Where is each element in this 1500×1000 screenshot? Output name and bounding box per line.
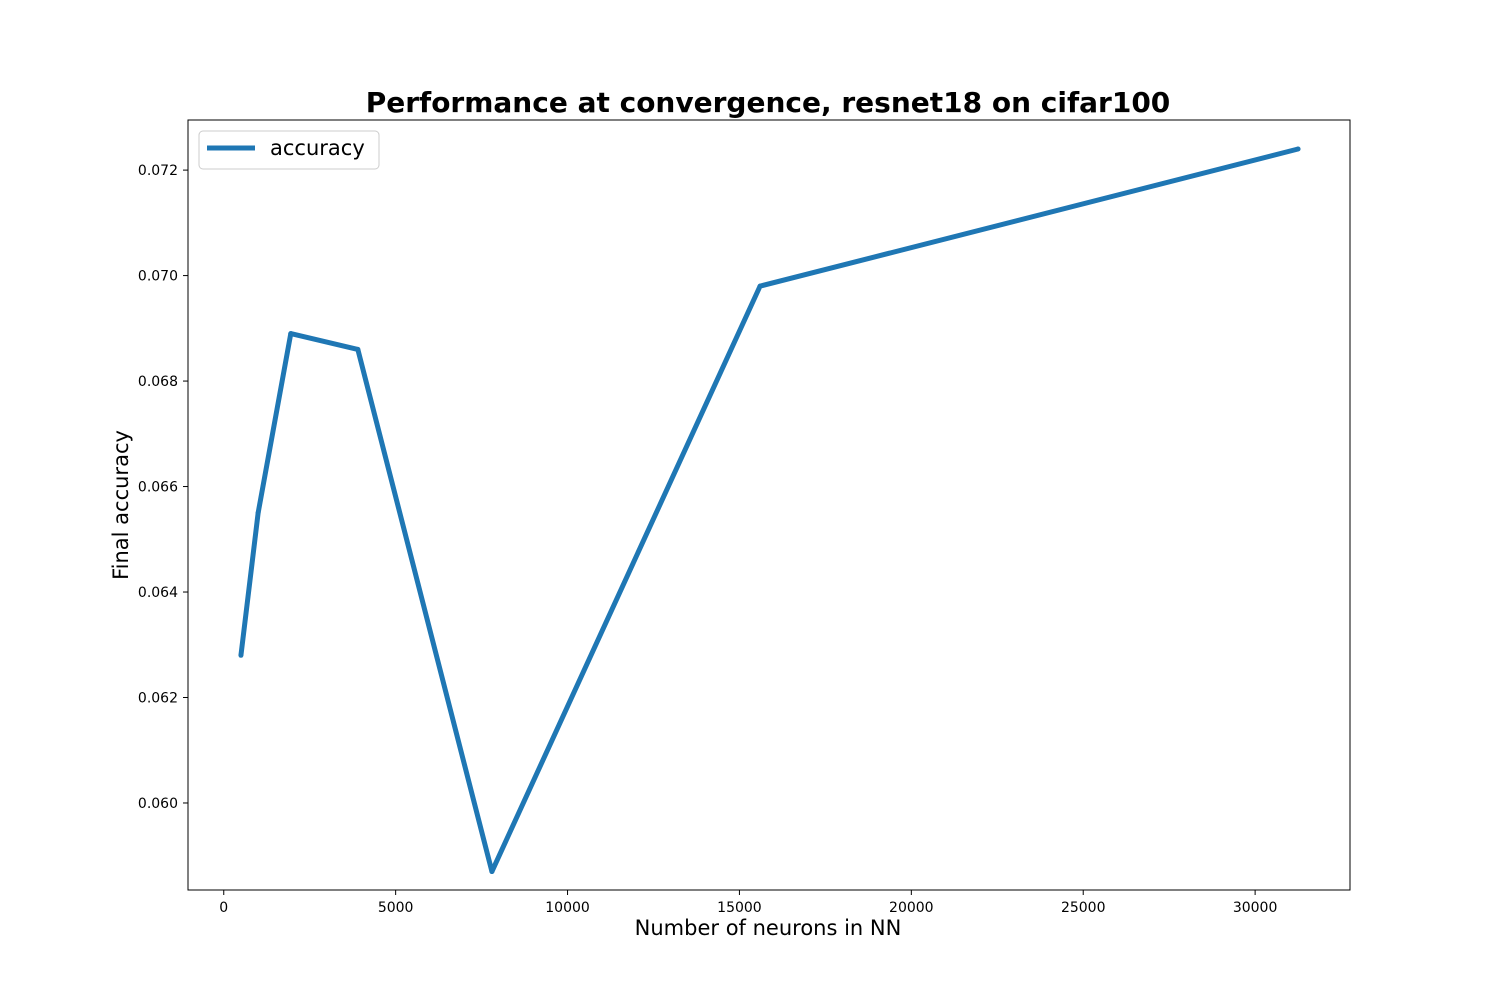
data-point [238, 652, 244, 658]
y-axis-ticks: 0.060 0.062 0.064 0.066 0.068 0.070 0.072 [138, 163, 188, 812]
data-point [255, 510, 261, 516]
y-tick-label: 0.062 [138, 691, 178, 707]
x-tick-label: 25000 [1061, 900, 1106, 916]
y-tick-label: 0.068 [138, 374, 178, 390]
legend-label-accuracy: accuracy [270, 136, 365, 160]
y-tick-label: 0.070 [138, 269, 178, 285]
legend-box [198, 130, 380, 170]
series-layer [238, 146, 1301, 875]
chart-title: Performance at convergence, resnet18 on … [366, 86, 1171, 119]
data-point [288, 331, 294, 337]
x-tick-label: 5000 [378, 900, 414, 916]
data-point [1295, 146, 1301, 152]
y-tick-label: 0.072 [138, 163, 178, 179]
x-tick-label: 0 [219, 900, 228, 916]
x-tick-label: 10000 [545, 900, 590, 916]
x-tick-label: 15000 [717, 900, 762, 916]
y-tick-label: 0.066 [138, 480, 178, 496]
y-tick-label: 0.060 [138, 796, 178, 812]
legend: accuracy [198, 130, 380, 170]
x-axis-ticks: 0 5000 10000 15000 20000 25000 30000 [219, 890, 1277, 916]
x-axis-label: Number of neurons in NN [635, 916, 902, 940]
y-tick-label: 0.064 [138, 585, 178, 601]
data-point [757, 283, 763, 289]
x-tick-label: 30000 [1233, 900, 1278, 916]
x-tick-label: 20000 [889, 900, 934, 916]
data-point [355, 346, 361, 352]
data-point [489, 869, 495, 875]
plot-frame [187, 119, 1351, 891]
y-axis-label: Final accuracy [109, 430, 133, 580]
